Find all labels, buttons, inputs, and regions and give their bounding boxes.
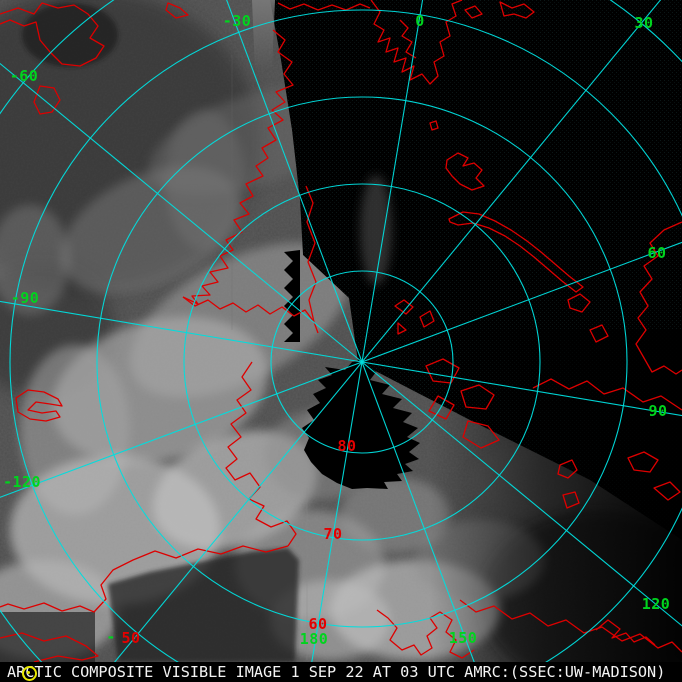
grid-label: -60 (10, 67, 39, 85)
grid-label: -30 (223, 12, 252, 30)
grid-label: 60 (647, 244, 666, 262)
swath-edge-band (252, 0, 275, 70)
latitude-circle (96, 96, 628, 628)
meridian-line (0, 62, 363, 363)
grid-label: 50 (121, 629, 140, 647)
meridian-line (226, 0, 363, 363)
grid-label: 0 (415, 12, 425, 30)
grid-label: -120 (3, 473, 41, 491)
grid-label: 80 (337, 437, 356, 455)
grid-label: -90 (11, 289, 40, 307)
grid-label: 30 (634, 14, 653, 32)
meridian-line (0, 300, 363, 363)
status-bar: ARCTIC COMPOSITE VISIBLE IMAGE 1 SEP 22 … (0, 662, 682, 682)
coastlines (0, 0, 682, 663)
meridian-line (307, 361, 363, 682)
norton-sound-dark (0, 612, 95, 662)
status-bar-text: ARCTIC COMPOSITE VISIBLE IMAGE 1 SEP 22 … (7, 663, 666, 681)
alaska-dark-landmass (108, 548, 299, 662)
latitude-circle (183, 183, 541, 541)
meridian-line (0, 361, 363, 498)
grid-label: 60 (308, 615, 327, 633)
grid-label: 180 (300, 630, 329, 648)
meridian-line (361, 0, 662, 363)
meridian-line (361, 361, 682, 627)
latitude-circle (270, 270, 454, 454)
latitude-circle (9, 9, 682, 682)
meridian-line (361, 241, 682, 363)
sawtooth-edge-strip (284, 250, 300, 342)
latitude-labels: 80 70 60 50 (121, 437, 356, 647)
meridian-line (361, 0, 424, 363)
polar-no-data-fan (302, 360, 420, 489)
faint-swath-glow (360, 175, 392, 285)
grid-label: 70 (323, 525, 342, 543)
meridian-line (361, 361, 682, 417)
grid-label: 90 (648, 402, 667, 420)
meridian-line (97, 361, 363, 682)
longitude-labels: -60 -30 0 30 60 90 120 150 180 - -120 -90 (3, 12, 670, 648)
grid-label: 150 (449, 629, 478, 647)
grid-label: 120 (642, 595, 671, 613)
meridian-line (361, 361, 483, 682)
grid-label: - (106, 628, 116, 646)
